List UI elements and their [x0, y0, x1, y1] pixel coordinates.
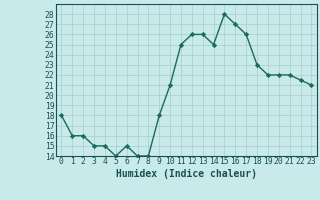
X-axis label: Humidex (Indice chaleur): Humidex (Indice chaleur)	[116, 169, 257, 179]
